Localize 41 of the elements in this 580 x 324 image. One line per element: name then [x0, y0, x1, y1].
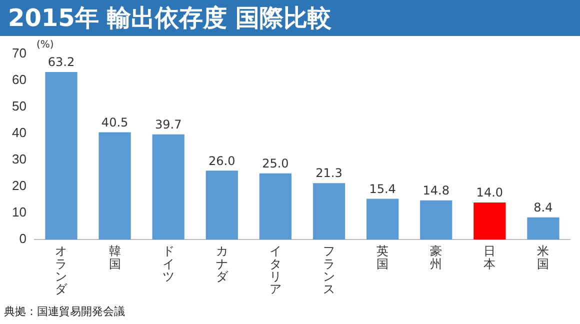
x-tick-label: ドイツ — [162, 244, 174, 284]
x-tick-label: フランス — [323, 244, 336, 296]
bar — [152, 134, 184, 240]
x-tick-label: 韓国 — [108, 244, 121, 271]
data-label: 26.0 — [208, 154, 236, 168]
bar — [45, 72, 78, 240]
data-label: 14.8 — [422, 183, 450, 198]
y-tick-label: 0 — [19, 231, 26, 246]
x-tick-label: カナダ — [216, 244, 229, 284]
bar — [312, 183, 346, 240]
data-label: 25.0 — [262, 156, 289, 170]
bar — [527, 217, 560, 240]
data-label: 21.3 — [316, 166, 342, 180]
y-tick-label: 50 — [12, 98, 26, 114]
y-axis-title: (%) — [36, 40, 54, 51]
bar — [259, 173, 292, 240]
x-tick-label: 豪州 — [430, 244, 442, 271]
y-tick-label: 20 — [12, 178, 26, 194]
y-tick-label: 70 — [12, 46, 26, 61]
bar — [420, 200, 452, 240]
x-tick-label: 英国 — [376, 244, 389, 271]
data-label: 40.5 — [101, 115, 128, 130]
x-tick-label: イタリア — [269, 244, 282, 296]
y-tick-label: 40 — [12, 125, 26, 140]
x-tick-label: 日本 — [484, 244, 496, 271]
data-label: 15.4 — [369, 182, 396, 196]
bar — [474, 202, 506, 240]
bar — [206, 170, 238, 240]
y-tick-label: 30 — [12, 152, 26, 167]
bar — [98, 132, 131, 240]
data-label: 8.4 — [534, 200, 553, 214]
chart-title: 2015年 輸出依存度 国際比較 — [0, 0, 580, 36]
data-label: 14.0 — [476, 186, 504, 200]
x-tick-label: オランダ — [55, 244, 68, 296]
x-tick-label: 米国 — [537, 244, 550, 271]
text: 典拠：国連貿易開発会議 — [4, 304, 125, 319]
data-label: 39.7 — [154, 117, 182, 132]
y-tick-label: 60 — [12, 72, 26, 88]
y-tick-label: 10 — [12, 204, 26, 220]
data-label: 63.2 — [48, 55, 75, 70]
bar — [366, 198, 399, 240]
